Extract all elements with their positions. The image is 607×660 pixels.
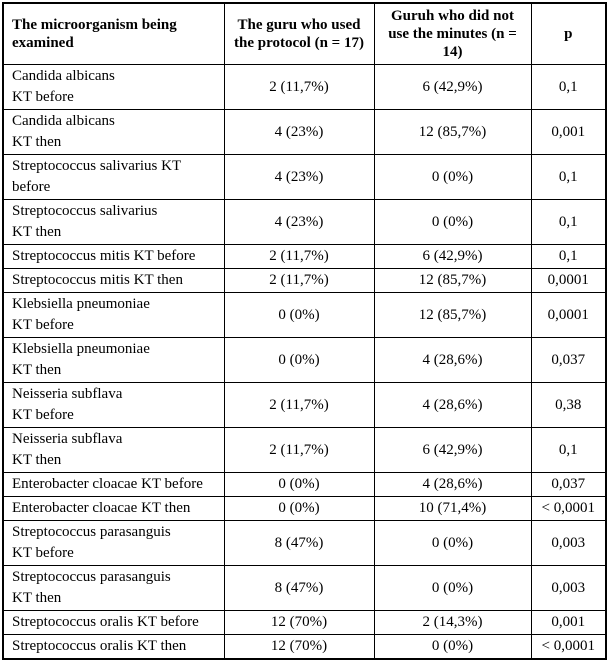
organism-cell: Streptococcus mitis KT then [2,268,225,293]
organism-cell: Streptococcus parasanguis KT then [2,565,225,611]
table-row: Klebsiella pneumoniae KT before 0 (0%) 1… [2,292,607,338]
organism-cell: Streptococcus oralis KT before [2,610,225,635]
p-value-cell: 0,1 [530,64,607,110]
table-row: Enterobacter cloacae KT before 0 (0%) 4 … [2,472,607,497]
protocol-used-cell: 2 (11,7%) [223,382,375,428]
protocol-not-used-cell: 0 (0%) [373,520,532,566]
protocol-not-used-cell: 4 (28,6%) [373,472,532,497]
table-row: Streptococcus mitis KT before 2 (11,7%) … [2,244,607,269]
header-microorganism: The microorganism being examined [2,2,225,65]
protocol-used-cell: 2 (11,7%) [223,64,375,110]
p-value-cell: 0,1 [530,199,607,245]
protocol-not-used-cell: 6 (42,9%) [373,427,532,473]
organism-cell: Enterobacter cloacae KT before [2,472,225,497]
protocol-used-cell: 0 (0%) [223,292,375,338]
organism-cell: Streptococcus oralis KT then [2,634,225,660]
organism-cell: Streptococcus mitis KT before [2,244,225,269]
protocol-used-cell: 12 (70%) [223,610,375,635]
table-row: Streptococcus mitis KT then 2 (11,7%) 12… [2,268,607,293]
protocol-used-cell: 0 (0%) [223,337,375,383]
table-row: Streptococcus oralis KT then 12 (70%) 0 … [2,634,607,660]
p-value-cell: 0,003 [530,520,607,566]
p-value-cell: 0,037 [530,472,607,497]
p-value-cell: 0,0001 [530,268,607,293]
header-row: The microorganism being examined The gur… [2,2,607,65]
organism-cell: Candida albicans KT then [2,109,225,155]
table-body: Candida albicans KT before 2 (11,7%) 6 (… [2,64,607,660]
p-value-cell: < 0,0001 [530,496,607,521]
organism-cell: Streptococcus salivarius KT then [2,199,225,245]
organism-cell: Enterobacter cloacae KT then [2,496,225,521]
table-row: Neisseria subflava KT then 2 (11,7%) 6 (… [2,427,607,473]
table-row: Streptococcus salivarius KT then 4 (23%)… [2,199,607,245]
organism-cell: Streptococcus salivarius KT before [2,154,225,200]
table-row: Candida albicans KT then 4 (23%) 12 (85,… [2,109,607,155]
table-row: Neisseria subflava KT before 2 (11,7%) 4… [2,382,607,428]
organism-cell: Klebsiella pneumoniae KT before [2,292,225,338]
table-row: Enterobacter cloacae KT then 0 (0%) 10 (… [2,496,607,521]
p-value-cell: 0,1 [530,154,607,200]
organism-cell: Streptococcus parasanguis KT before [2,520,225,566]
protocol-used-cell: 2 (11,7%) [223,268,375,293]
protocol-not-used-cell: 0 (0%) [373,154,532,200]
protocol-not-used-cell: 4 (28,6%) [373,337,532,383]
organism-cell: Klebsiella pneumoniae KT then [2,337,225,383]
table-row: Streptococcus parasanguis KT before 8 (4… [2,520,607,566]
protocol-not-used-cell: 4 (28,6%) [373,382,532,428]
p-value-cell: 0,037 [530,337,607,383]
organism-cell: Neisseria subflava KT before [2,382,225,428]
protocol-not-used-cell: 6 (42,9%) [373,64,532,110]
protocol-used-cell: 2 (11,7%) [223,427,375,473]
protocol-not-used-cell: 12 (85,7%) [373,109,532,155]
header-p-value: p [530,2,607,65]
table-row: Streptococcus oralis KT before 12 (70%) … [2,610,607,635]
protocol-used-cell: 4 (23%) [223,109,375,155]
protocol-not-used-cell: 2 (14,3%) [373,610,532,635]
protocol-used-cell: 0 (0%) [223,472,375,497]
p-value-cell: 0,001 [530,109,607,155]
protocol-used-cell: 8 (47%) [223,565,375,611]
protocol-not-used-cell: 0 (0%) [373,199,532,245]
table-row: Klebsiella pneumoniae KT then 0 (0%) 4 (… [2,337,607,383]
header-protocol-not-used: Guruh who did not use the minutes (n = 1… [373,2,532,65]
protocol-used-cell: 4 (23%) [223,199,375,245]
p-value-cell: 0,1 [530,244,607,269]
protocol-used-cell: 4 (23%) [223,154,375,200]
p-value-cell: 0,001 [530,610,607,635]
p-value-cell: 0,38 [530,382,607,428]
p-value-cell: 0,0001 [530,292,607,338]
organism-cell: Neisseria subflava KT then [2,427,225,473]
protocol-not-used-cell: 6 (42,9%) [373,244,532,269]
organism-cell: Candida albicans KT before [2,64,225,110]
table-row: Streptococcus parasanguis KT then 8 (47%… [2,565,607,611]
protocol-not-used-cell: 0 (0%) [373,634,532,660]
table-row: Streptococcus salivarius KT before 4 (23… [2,154,607,200]
protocol-not-used-cell: 10 (71,4%) [373,496,532,521]
table-row: Candida albicans KT before 2 (11,7%) 6 (… [2,64,607,110]
protocol-used-cell: 0 (0%) [223,496,375,521]
protocol-used-cell: 12 (70%) [223,634,375,660]
p-value-cell: 0,003 [530,565,607,611]
p-value-cell: < 0,0001 [530,634,607,660]
protocol-not-used-cell: 12 (85,7%) [373,268,532,293]
protocol-used-cell: 2 (11,7%) [223,244,375,269]
protocol-not-used-cell: 12 (85,7%) [373,292,532,338]
header-protocol-used: The guru who used the protocol (n = 17) [223,2,375,65]
protocol-used-cell: 8 (47%) [223,520,375,566]
p-value-cell: 0,1 [530,427,607,473]
